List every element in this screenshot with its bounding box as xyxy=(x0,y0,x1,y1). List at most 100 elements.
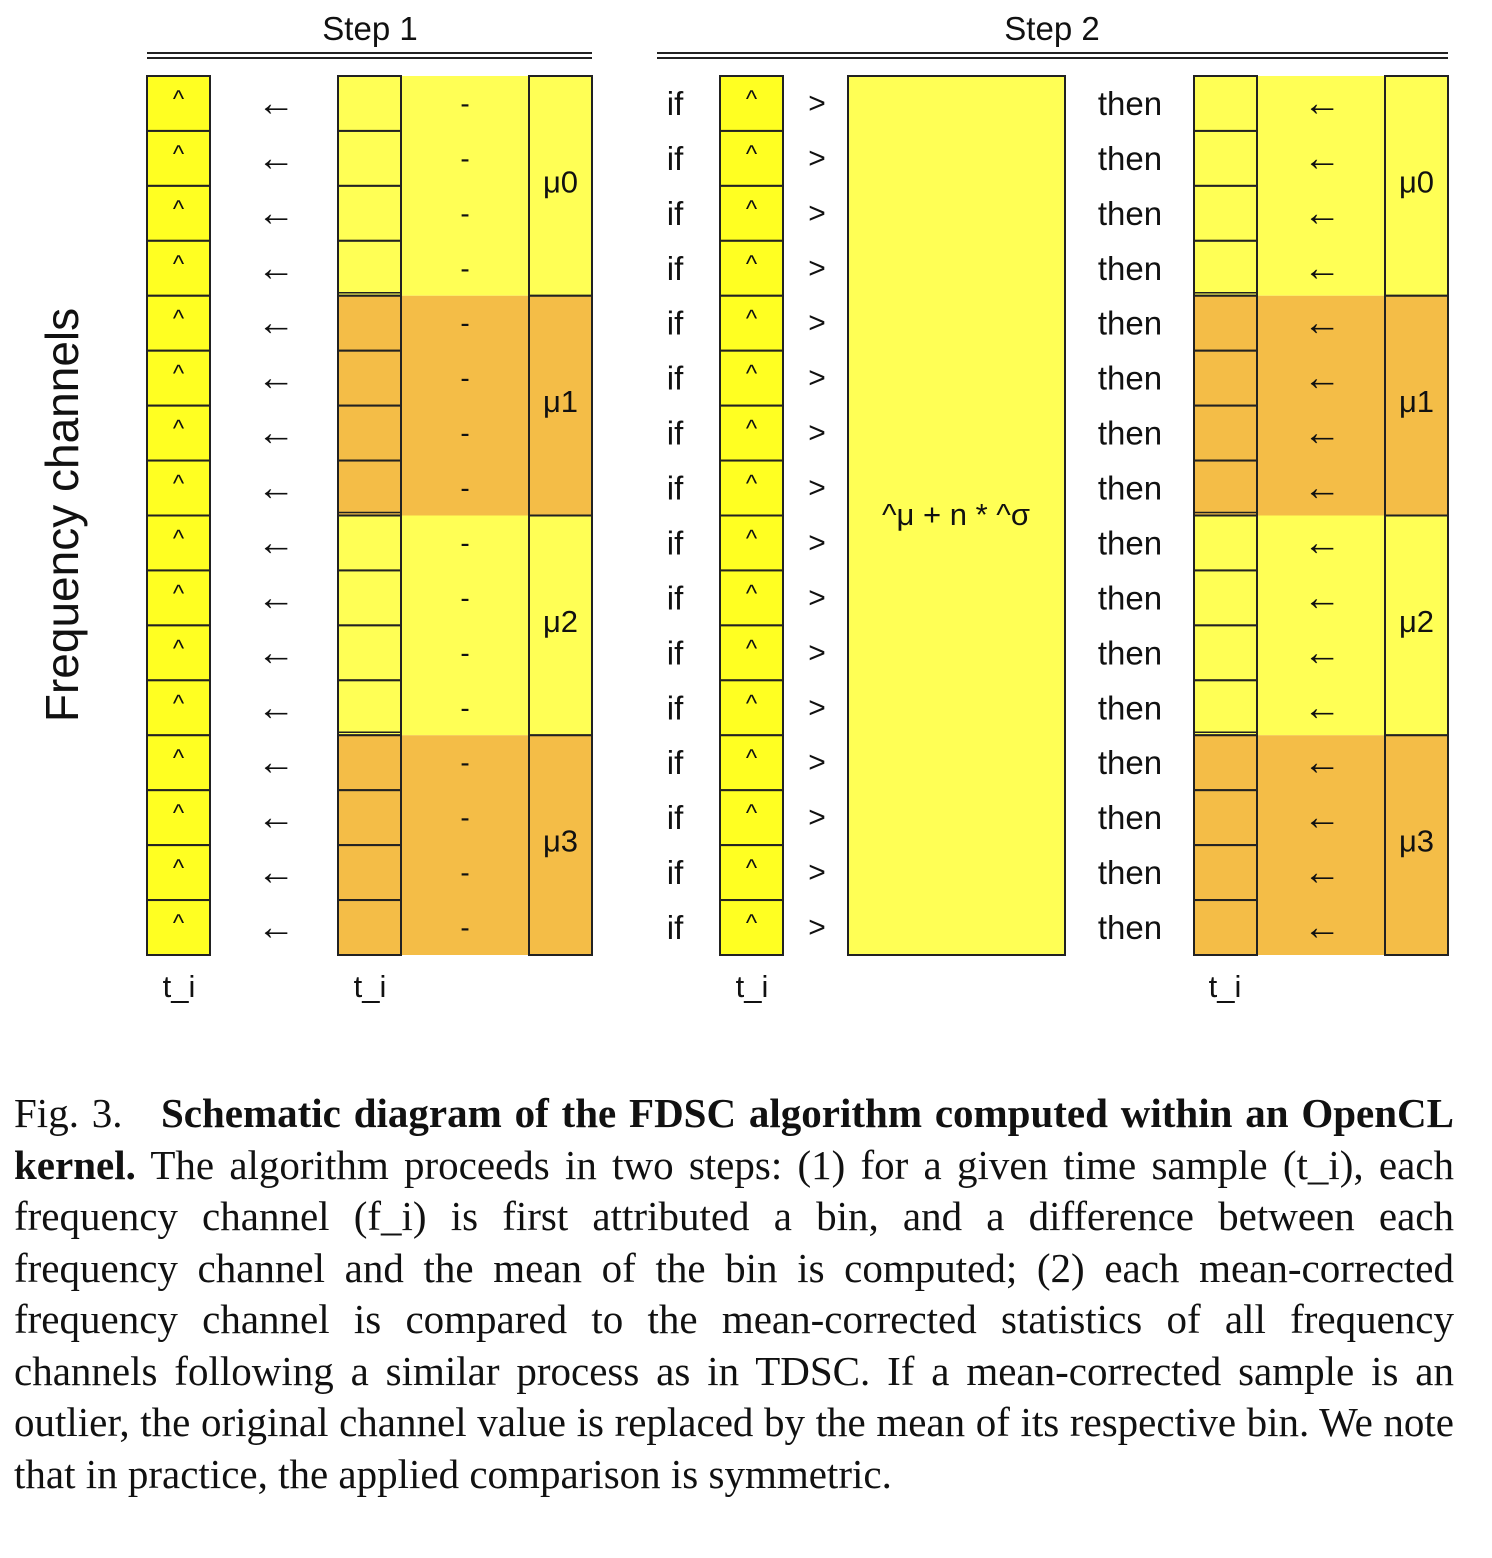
step2-hat-cell: ^ xyxy=(719,184,784,242)
minus-symbol: - xyxy=(460,912,469,943)
hat-symbol: ^ xyxy=(746,306,758,333)
step2-hat-cell: ^ xyxy=(719,349,784,407)
step1-title: Step 1 xyxy=(322,10,417,47)
step2-greater-column: > > > > > > > > > > > > > > > > xyxy=(808,87,826,944)
step1-hat-cell: ^ xyxy=(146,75,211,132)
left-arrow-icon: ← xyxy=(257,852,295,894)
minus-symbol: - xyxy=(460,88,469,119)
step1-sample-cell xyxy=(337,184,402,242)
step2-sample-cell xyxy=(1193,789,1258,847)
step2-sample-cell xyxy=(1193,734,1258,792)
then-keyword: then xyxy=(1098,579,1162,616)
step2-sample-cell xyxy=(1193,184,1258,242)
left-arrow-icon: ← xyxy=(257,687,295,729)
step2-mean-label: μ2 xyxy=(1399,604,1434,639)
left-arrow-icon: ← xyxy=(1303,522,1341,564)
step1-sample-cell xyxy=(337,459,402,517)
left-arrow-icon: ← xyxy=(1303,632,1341,674)
greater-than-symbol: > xyxy=(808,801,826,834)
step2-hat-cell: ^ xyxy=(719,679,784,737)
then-keyword: then xyxy=(1098,909,1162,946)
step1-sample-cell xyxy=(337,734,402,792)
if-keyword: if xyxy=(667,305,684,342)
step1-sample-cell xyxy=(337,844,402,902)
then-keyword: then xyxy=(1098,634,1162,671)
hat-symbol: ^ xyxy=(173,635,185,662)
hat-symbol: ^ xyxy=(746,416,758,443)
if-keyword: if xyxy=(667,85,684,122)
step1-hat-cell: ^ xyxy=(146,239,211,297)
left-arrow-icon: ← xyxy=(257,907,295,949)
then-keyword: then xyxy=(1098,854,1162,891)
figure-caption: Fig. 3. Schematic diagram of the FDSC al… xyxy=(14,1088,1454,1500)
then-keyword: then xyxy=(1098,250,1162,287)
greater-than-symbol: > xyxy=(808,362,826,395)
step2-title: Step 2 xyxy=(1004,10,1099,47)
step2-arrow-column: ← ← ← ← ← ← ← ← ← ← ← ← ← ← ← ← xyxy=(1303,82,1341,948)
if-keyword: if xyxy=(667,634,684,671)
hat-symbol: ^ xyxy=(173,910,185,937)
step2-sample-cell xyxy=(1193,349,1258,407)
then-keyword: then xyxy=(1098,140,1162,177)
fdsc-schematic-diagram: Frequency channels Step 1 Step 2 ^^^^^^^… xyxy=(36,10,1449,1004)
if-keyword: if xyxy=(667,470,684,507)
if-keyword: if xyxy=(667,909,684,946)
time-label-step1-sample: t_i xyxy=(354,969,387,1004)
step1-hat-cell: ^ xyxy=(146,514,211,572)
time-label-step2-input: t_i xyxy=(736,969,769,1004)
step1-hat-cell: ^ xyxy=(146,569,211,627)
hat-symbol: ^ xyxy=(173,416,185,443)
step2-hat-cell: ^ xyxy=(719,294,784,352)
if-keyword: if xyxy=(667,799,684,836)
left-arrow-icon: ← xyxy=(257,137,295,179)
left-arrow-icon: ← xyxy=(1303,797,1341,839)
left-arrow-icon: ← xyxy=(257,302,295,344)
step1-hat-cell: ^ xyxy=(146,734,211,792)
if-keyword: if xyxy=(667,579,684,616)
step1-sample-cell xyxy=(337,349,402,407)
step2-mean-cell: μ1 xyxy=(1384,294,1449,517)
left-arrow-icon: ← xyxy=(1303,467,1341,509)
left-arrow-icon: ← xyxy=(257,467,295,509)
greater-than-symbol: > xyxy=(808,87,826,120)
hat-symbol: ^ xyxy=(173,525,185,552)
left-arrow-icon: ← xyxy=(257,247,295,289)
step2-sample-cell xyxy=(1193,459,1258,517)
then-keyword: then xyxy=(1098,799,1162,836)
greater-than-symbol: > xyxy=(808,197,826,230)
hat-symbol: ^ xyxy=(746,855,758,882)
step1-hat-cell: ^ xyxy=(146,459,211,517)
left-arrow-icon: ← xyxy=(1303,357,1341,399)
step1-mean-cell: μ0 xyxy=(528,75,593,297)
step1-hat-cell: ^ xyxy=(146,624,211,682)
left-arrow-icon: ← xyxy=(1303,742,1341,784)
left-arrow-icon: ← xyxy=(257,522,295,564)
left-arrow-icon: ← xyxy=(1303,82,1341,124)
step1-mean-cell: μ2 xyxy=(528,514,593,737)
step1-sample-cell xyxy=(337,75,402,132)
minus-symbol: - xyxy=(460,363,469,394)
greater-than-symbol: > xyxy=(808,856,826,889)
step1-hat-cell: ^ xyxy=(146,679,211,737)
minus-symbol: - xyxy=(460,582,469,613)
step1-mean-label: μ2 xyxy=(543,604,578,639)
step2-hat-cell: ^ xyxy=(719,129,784,187)
minus-symbol: - xyxy=(460,253,469,284)
caption-title: Schematic diagram of the FDSC algorithm … xyxy=(14,1090,1454,1188)
step1-mean-cell: μ1 xyxy=(528,294,593,517)
hat-symbol: ^ xyxy=(173,471,185,498)
step1-hat-cell: ^ xyxy=(146,404,211,462)
hat-symbol: ^ xyxy=(173,86,185,113)
hat-symbol: ^ xyxy=(746,86,758,113)
step2-hat-cell: ^ xyxy=(719,844,784,902)
left-arrow-icon: ← xyxy=(257,797,295,839)
step1-minus-column: - - - - - - - - - - - - - - - - xyxy=(460,88,469,943)
step2-mean-cell: μ2 xyxy=(1384,514,1449,737)
hat-symbol: ^ xyxy=(746,580,758,607)
step1-sample-cell xyxy=(337,404,402,462)
hat-symbol: ^ xyxy=(746,690,758,717)
greater-than-symbol: > xyxy=(808,691,826,724)
step2-sample-cell xyxy=(1193,624,1258,682)
step2-hat-cell: ^ xyxy=(719,239,784,297)
step2-hat-cell: ^ xyxy=(719,459,784,517)
